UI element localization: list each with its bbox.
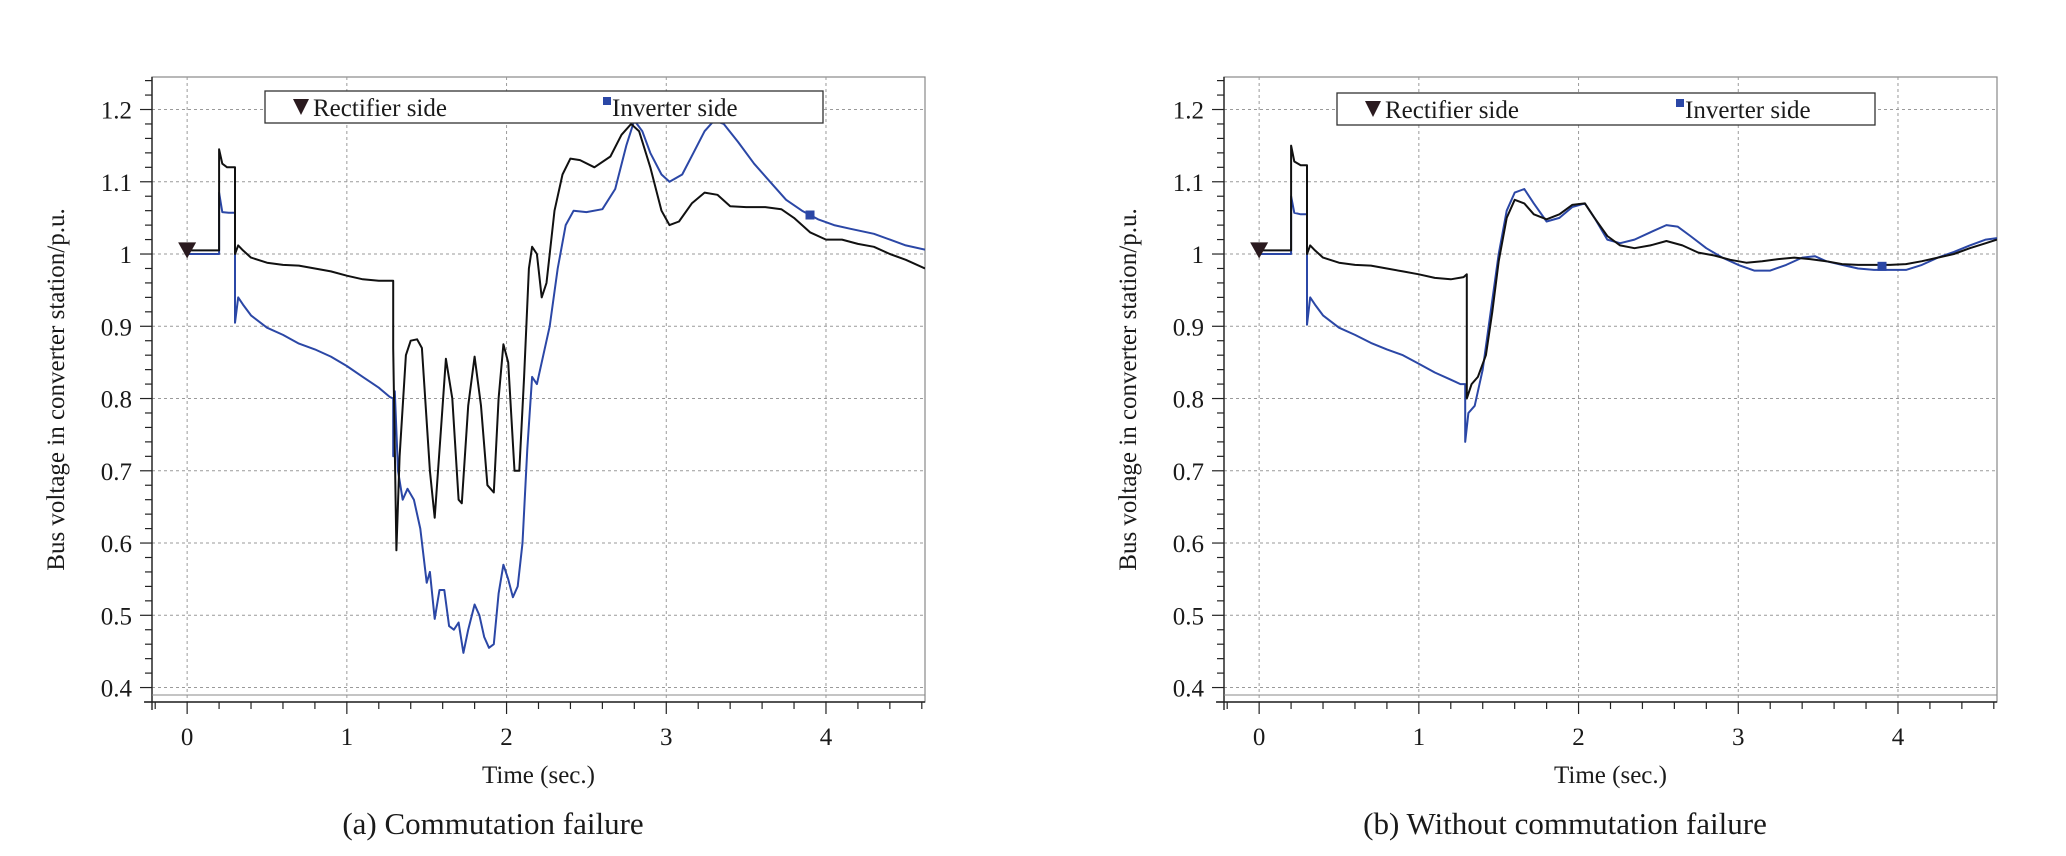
y-tick-label: 1.1	[101, 170, 132, 197]
legend-box	[264, 90, 824, 124]
y-tick-label: 1	[1192, 242, 1205, 269]
chart-caption-a: (a) Commutation failure	[342, 806, 644, 841]
plot-area	[1223, 76, 1998, 703]
legend-label-rectifier: Rectifier side	[1385, 97, 1519, 124]
y-tick-label: 0.9	[101, 314, 132, 341]
y-tick-label: 0.6	[101, 531, 132, 558]
legend-marker-rectifier	[293, 99, 309, 115]
chart-panel-a: 0 1 2 3 4 0.4 0.5 0.6 0.7 0.8 0.9 1 1.1 1.2 Time (sec.…	[43, 76, 926, 789]
y-tick-label: 0.7	[101, 459, 132, 486]
x-axis-label: Time (sec.)	[1554, 762, 1667, 789]
x-tick-label: 4	[820, 724, 833, 751]
plot-area	[151, 76, 926, 703]
legend-label-inverter: Inverter side	[612, 95, 738, 122]
y-tick-label: 0.7	[1173, 459, 1204, 486]
y-tick-label: 0.5	[101, 603, 132, 630]
y-tick-label: 1.2	[1173, 98, 1204, 125]
x-tick-label: 0	[181, 724, 194, 751]
series-marker-rectifier	[1250, 242, 1269, 259]
series-line-inverter	[187, 119, 925, 654]
y-axis-label: Bus voltage in converter station/p.u.	[1115, 208, 1142, 570]
y-tick-label: 0.9	[1173, 314, 1204, 341]
legend-label-inverter: Inverter side	[1685, 97, 1811, 124]
x-tick-label: 3	[1732, 724, 1745, 751]
x-tick-label: 2	[1572, 724, 1585, 751]
y-tick-label: 1.1	[1173, 170, 1204, 197]
y-tick-label: 0.4	[1173, 676, 1205, 703]
legend-marker-inverter	[1676, 99, 1684, 107]
x-tick-label: 3	[660, 724, 673, 751]
y-tick-label: 0.4	[101, 676, 133, 703]
x-axis-label: Time (sec.)	[482, 762, 595, 789]
legend-marker-rectifier	[1365, 101, 1381, 117]
series-marker-inverter	[1877, 261, 1887, 271]
chart-panel-b: 0 1 2 3 4 0.4 0.5 0.6 0.7 0.8 0.9 1 1.1 1.2 Time (sec.…	[1115, 76, 1998, 789]
series-marker-rectifier	[178, 242, 197, 259]
y-tick-label: 0.8	[101, 387, 132, 414]
y-axis-label: Bus voltage in converter station/p.u.	[43, 208, 70, 570]
legend-label-rectifier: Rectifier side	[313, 95, 447, 122]
legend-marker-inverter	[603, 97, 611, 105]
chart-caption-b: (b) Without commutation failure	[1363, 806, 1767, 841]
x-tick-label: 0	[1253, 724, 1266, 751]
x-tick-label: 1	[341, 724, 354, 751]
series-line-rectifier	[1259, 144, 1997, 400]
x-tick-label: 2	[500, 724, 513, 751]
series-marker-inverter	[805, 210, 815, 220]
y-tick-label: 1	[120, 242, 133, 269]
x-tick-label: 4	[1892, 724, 1905, 751]
y-tick-label: 0.5	[1173, 603, 1204, 630]
y-tick-label: 1.2	[101, 98, 132, 125]
y-tick-label: 0.8	[1173, 387, 1204, 414]
series-line-rectifier	[187, 123, 925, 552]
y-tick-label: 0.6	[1173, 531, 1204, 558]
x-tick-label: 1	[1413, 724, 1426, 751]
legend-box	[1336, 92, 1876, 126]
